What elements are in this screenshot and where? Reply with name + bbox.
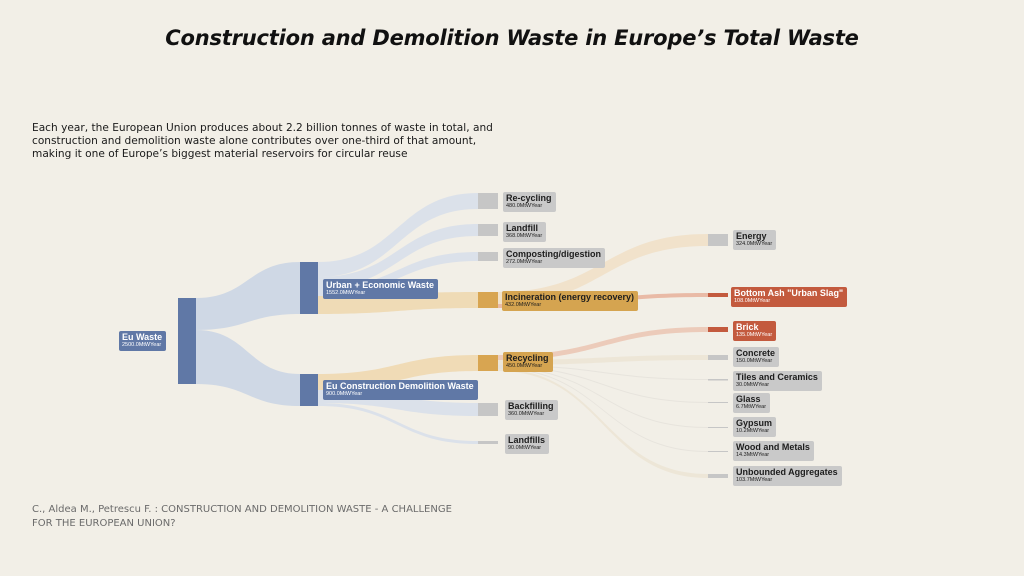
label-value: 272.0MtWYear xyxy=(506,259,543,265)
intro-line: Each year, the European Union produces a… xyxy=(32,122,493,134)
label-glass: Glass 6.7MtWYear xyxy=(733,393,771,413)
flow-recycling-to-glass xyxy=(498,366,708,403)
label-name: Composting/digestion xyxy=(506,249,601,259)
label-value: 432.0MtWYear xyxy=(505,302,542,308)
citation: C., Aldea M., Petrescu F. : CONSTRUCTION… xyxy=(32,503,452,531)
label-construction: Eu Construction Demolition Waste 900.0Mt… xyxy=(323,380,478,400)
label-name: Incineration (energy recovery) xyxy=(505,292,635,302)
label-value: 900.0MtWYear xyxy=(326,391,363,397)
label-tiles: Tiles and Ceramics 30.0MtWYear xyxy=(733,371,822,391)
flow-recycling-to-wood-metals xyxy=(498,368,708,452)
label-brick: Brick 135.0MtWYear xyxy=(733,321,777,341)
label-aggregates: Unbounded Aggregates 103.7MtWYear xyxy=(733,466,842,486)
intro-text: Each year, the European Union produces a… xyxy=(32,122,512,161)
label-value: 1552.0MtWYear xyxy=(326,290,366,296)
flow-incineration-to-energy xyxy=(498,234,708,304)
node-bar-eu-waste xyxy=(178,298,196,384)
label-name: Glass xyxy=(736,394,761,404)
intro-line: making it one of Europe’s biggest materi… xyxy=(32,148,408,160)
label-recycling-urban: Re-cycling 480.0MtWYear xyxy=(503,192,556,212)
flow-recycling-to-gypsum xyxy=(498,367,708,428)
label-bottom-ash: Bottom Ash "Urban Slag" 108.0MtWYear xyxy=(731,287,848,307)
node-bar-construction xyxy=(300,374,318,406)
flow-eu-waste-to-construction xyxy=(196,330,300,406)
node-bar-urban xyxy=(300,262,318,314)
label-value: 14.3MtWYear xyxy=(736,452,770,458)
node-bar-tiles xyxy=(708,379,728,381)
flow-recycling-to-aggregates xyxy=(498,369,708,478)
node-bar-incineration xyxy=(478,292,498,308)
flow-recycling-to-tiles xyxy=(498,365,708,380)
label-value: 150.0MtWYear xyxy=(736,358,773,364)
label-value: 480.0MtWYear xyxy=(506,203,543,209)
label-energy: Energy 324.0MtWYear xyxy=(733,230,777,250)
label-landfill: Landfill 368.0MtWYear xyxy=(503,222,547,242)
label-recycling: Recycling 450.0MtWYear xyxy=(503,352,553,372)
node-bar-brick xyxy=(708,327,728,332)
label-value: 135.0MtWYear xyxy=(736,332,773,338)
label-name: Brick xyxy=(736,322,759,332)
label-value: 450.0MtWYear xyxy=(506,363,543,369)
label-urban: Urban + Economic Waste 1552.0MtWYear xyxy=(323,279,438,299)
flow-urban-to-recycling xyxy=(318,193,478,277)
label-concrete: Concrete 150.0MtWYear xyxy=(733,347,780,367)
node-bar-energy xyxy=(708,234,728,246)
label-eu-waste: Eu Waste 2500.0MtWYear xyxy=(119,331,167,351)
label-value: 10.2MtWYear xyxy=(736,428,770,434)
label-name: Tiles and Ceramics xyxy=(736,372,818,382)
flow-recycling-to-brick xyxy=(498,327,708,360)
label-name: Wood and Metals xyxy=(736,442,810,452)
label-name: Concrete xyxy=(736,348,776,358)
node-bar-backfilling xyxy=(478,403,498,416)
label-name: Recycling xyxy=(506,353,549,363)
label-name: Eu Construction Demolition Waste xyxy=(326,381,474,391)
label-name: Eu Waste xyxy=(122,332,163,342)
label-name: Backfilling xyxy=(508,401,554,411)
node-bar-wood-metals xyxy=(708,451,728,452)
label-value: 90.0MtWYear xyxy=(508,445,542,451)
label-composting: Composting/digestion 272.0MtWYear xyxy=(503,248,605,268)
label-landfills: Landfills 90.0MtWYear xyxy=(505,434,550,454)
node-bar-bottom-ash xyxy=(708,293,728,297)
label-value: 360.0MtWYear xyxy=(508,411,545,417)
node-bar-aggregates xyxy=(708,474,728,478)
label-value: 6.7MtWYear xyxy=(736,404,767,410)
node-bar-landfill xyxy=(478,224,498,236)
citation-line: C., Aldea M., Petrescu F. : CONSTRUCTION… xyxy=(32,504,452,515)
label-name: Urban + Economic Waste xyxy=(326,280,434,290)
label-name: Energy xyxy=(736,231,767,241)
node-bar-concrete xyxy=(708,355,728,360)
citation-line: FOR THE EUROPEAN UNION? xyxy=(32,518,176,529)
label-name: Re-cycling xyxy=(506,193,552,203)
label-value: 2500.0MtWYear xyxy=(122,342,162,348)
flow-construction-to-landfills xyxy=(318,403,478,444)
node-bars xyxy=(178,193,728,478)
flows xyxy=(196,193,708,478)
intro-line: construction and demolition waste alone … xyxy=(32,135,477,147)
label-value: 103.7MtWYear xyxy=(736,477,773,483)
label-backfilling: Backfilling 360.0MtWYear xyxy=(505,400,558,420)
node-bar-composting xyxy=(478,252,498,261)
label-value: 108.0MtWYear xyxy=(734,298,771,304)
flow-urban-to-landfill xyxy=(318,224,478,288)
label-gypsum: Gypsum 10.2MtWYear xyxy=(733,417,777,437)
label-name: Bottom Ash "Urban Slag" xyxy=(734,288,844,298)
label-value: 30.0MtWYear xyxy=(736,382,770,388)
page-title: Construction and Demolition Waste in Eur… xyxy=(165,26,859,50)
node-bar-gypsum xyxy=(708,427,728,428)
label-value: 368.0MtWYear xyxy=(506,233,543,239)
node-bar-recycling xyxy=(478,355,498,371)
label-name: Unbounded Aggregates xyxy=(736,467,838,477)
label-name: Landfill xyxy=(506,223,538,233)
node-bar-landfills xyxy=(478,441,498,444)
node-bar-recycling-urban xyxy=(478,193,498,209)
label-name: Gypsum xyxy=(736,418,773,428)
label-name: Landfills xyxy=(508,435,546,445)
node-bar-glass xyxy=(708,402,728,403)
label-incineration: Incineration (energy recovery) 432.0MtWY… xyxy=(502,291,639,311)
label-value: 324.0MtWYear xyxy=(736,241,773,247)
label-wood-metals: Wood and Metals 14.3MtWYear xyxy=(733,441,814,461)
flow-eu-waste-to-urban xyxy=(196,262,300,330)
